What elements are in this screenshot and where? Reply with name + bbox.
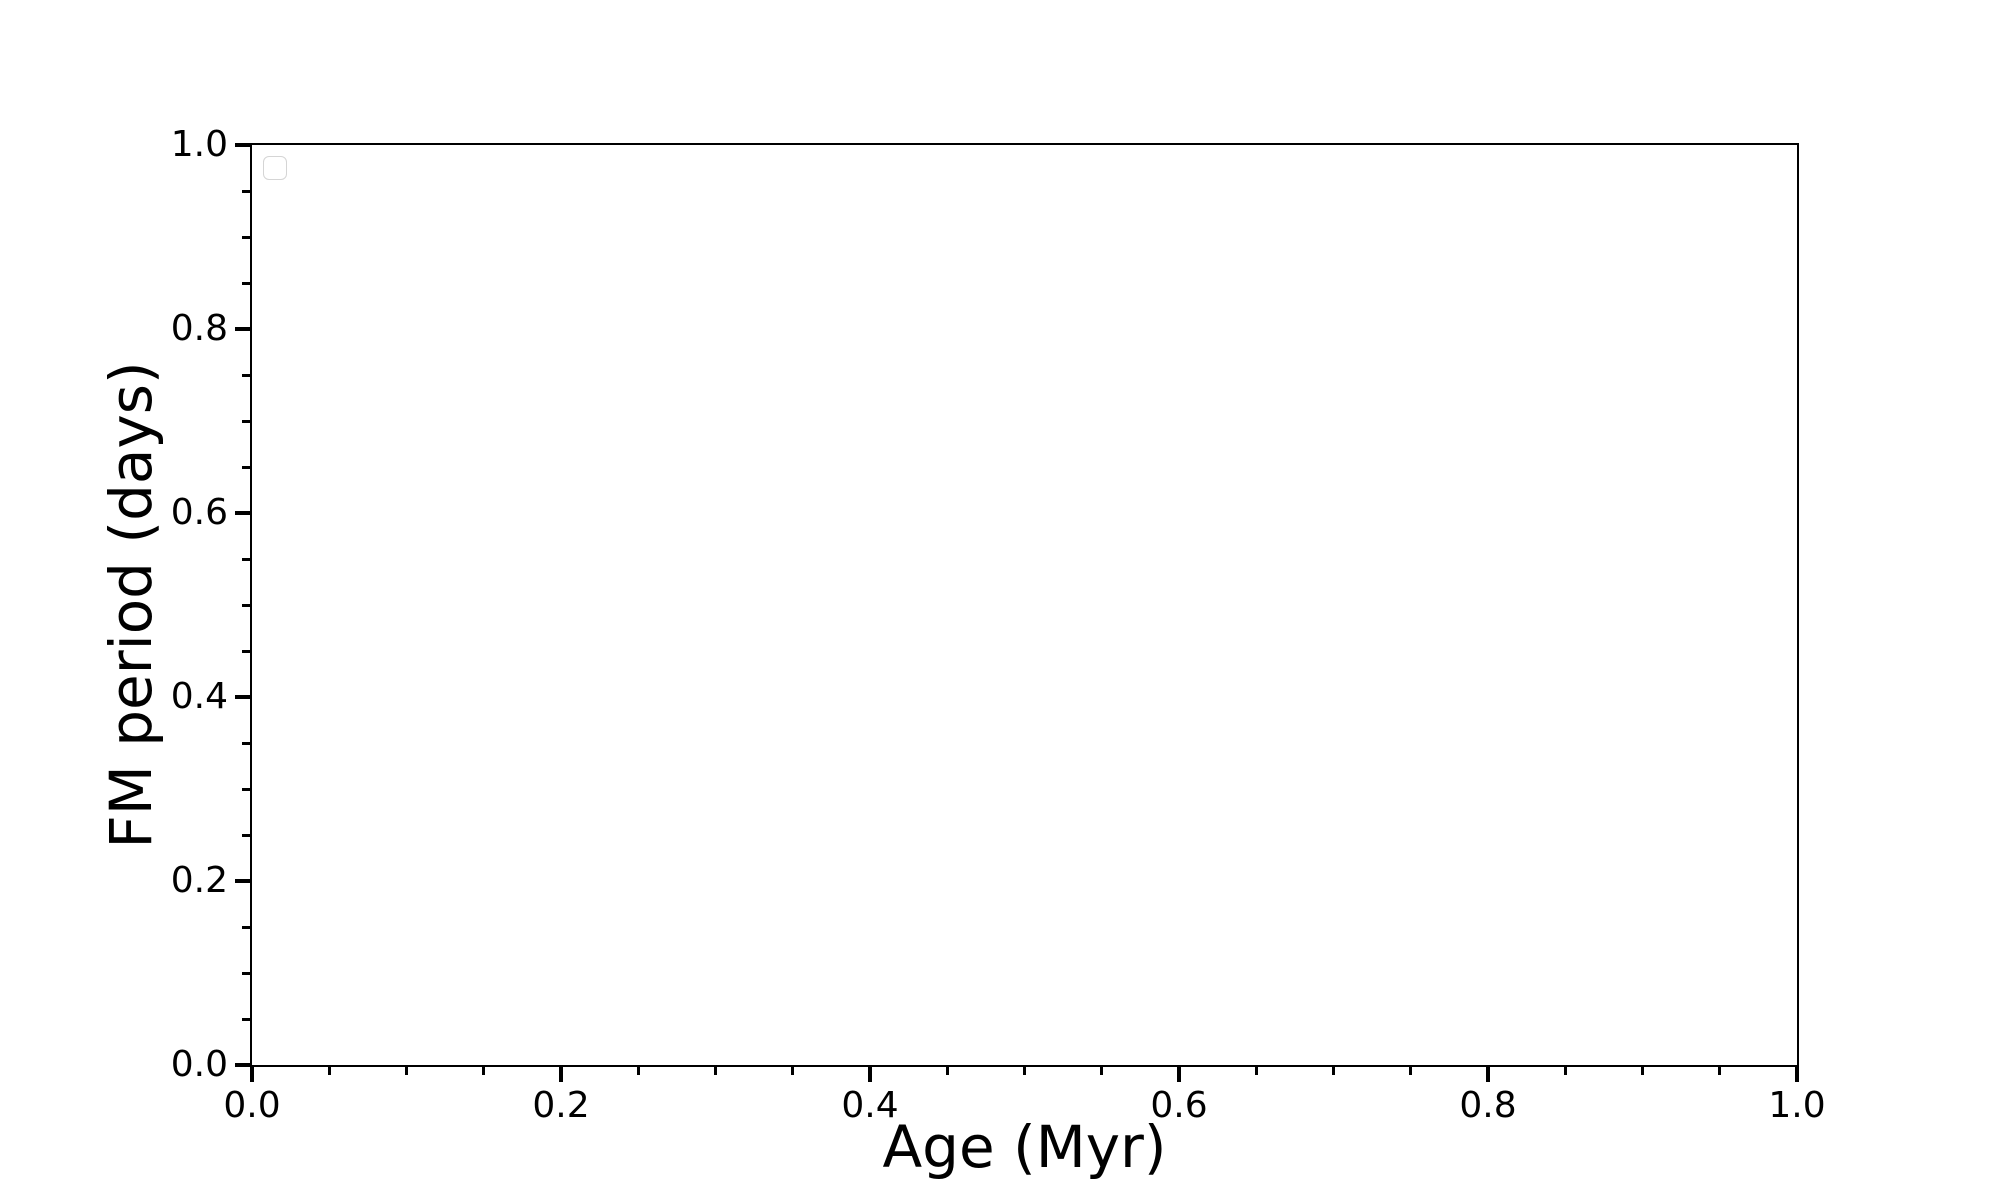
y-major-tick: [235, 1063, 252, 1067]
y-tick-label: 0.6: [170, 492, 228, 533]
x-minor-tick: [714, 1065, 717, 1075]
x-tick-label: 0.8: [1459, 1085, 1517, 1126]
plot-area: 0.0 0.2 0.4 0.6 0.8 1.0 0.0 0.2 0.4 0.6 0.8 1.0: [171, 127, 1826, 1124]
x-tick-label: 0.2: [532, 1085, 590, 1126]
y-minor-tick: [242, 741, 252, 745]
y-tick-label: 0.8: [170, 308, 228, 349]
y-major-tick: [235, 879, 252, 883]
y-minor-tick: [242, 649, 252, 653]
x-major-tick: [868, 1065, 872, 1082]
y-minor-tick: [242, 557, 252, 561]
y-minor-tick: [242, 189, 252, 193]
x-minor-tick: [1254, 1065, 1258, 1075]
x-minor-tick: [1563, 1065, 1567, 1075]
x-minor-tick: [1641, 1065, 1644, 1075]
y-major-tick: [235, 327, 252, 331]
x-tick-label: 0.4: [841, 1085, 899, 1126]
x-minor-tick: [1100, 1065, 1104, 1075]
y-minor-tick: [242, 235, 252, 239]
y-minor-tick: [242, 971, 252, 975]
y-minor-tick: [242, 833, 252, 837]
x-minor-tick: [945, 1065, 949, 1075]
y-minor-tick: [242, 1017, 252, 1021]
y-minor-tick: [242, 419, 252, 423]
x-major-tick: [1177, 1065, 1181, 1082]
x-tick-label: 0.0: [223, 1085, 281, 1126]
y-minor-tick: [242, 787, 252, 791]
y-minor-tick: [242, 281, 252, 285]
y-minor-tick: [242, 373, 252, 377]
x-major-tick: [250, 1065, 254, 1082]
x-minor-tick: [1409, 1065, 1413, 1075]
y-minor-tick: [242, 603, 252, 607]
x-major-tick: [559, 1065, 563, 1082]
x-minor-tick: [1718, 1065, 1722, 1075]
x-minor-tick: [791, 1065, 795, 1075]
y-axis-label: FM period (days): [97, 361, 166, 849]
x-axis-label: Age (Myr): [882, 1113, 1167, 1181]
x-minor-tick: [327, 1065, 331, 1075]
x-major-tick: [1795, 1065, 1799, 1082]
y-major-tick: [235, 695, 252, 699]
x-minor-tick: [636, 1065, 640, 1075]
legend: [263, 156, 287, 180]
y-tick-label: 1.0: [170, 124, 228, 165]
x-major-tick: [1486, 1065, 1490, 1082]
x-tick-label: 0.6: [1150, 1085, 1208, 1126]
x-minor-tick: [482, 1065, 486, 1075]
x-tick-label: 1.0: [1768, 1085, 1826, 1126]
y-major-tick: [235, 143, 252, 147]
y-minor-tick: [242, 925, 252, 929]
x-minor-tick: [1332, 1065, 1335, 1075]
y-tick-label: 0.2: [170, 860, 228, 901]
y-tick-label: 0.0: [170, 1044, 228, 1085]
x-minor-tick: [405, 1065, 408, 1075]
x-minor-tick: [1023, 1065, 1026, 1075]
y-major-tick: [235, 511, 252, 515]
y-minor-tick: [242, 465, 252, 469]
y-tick-label: 0.4: [170, 676, 228, 717]
